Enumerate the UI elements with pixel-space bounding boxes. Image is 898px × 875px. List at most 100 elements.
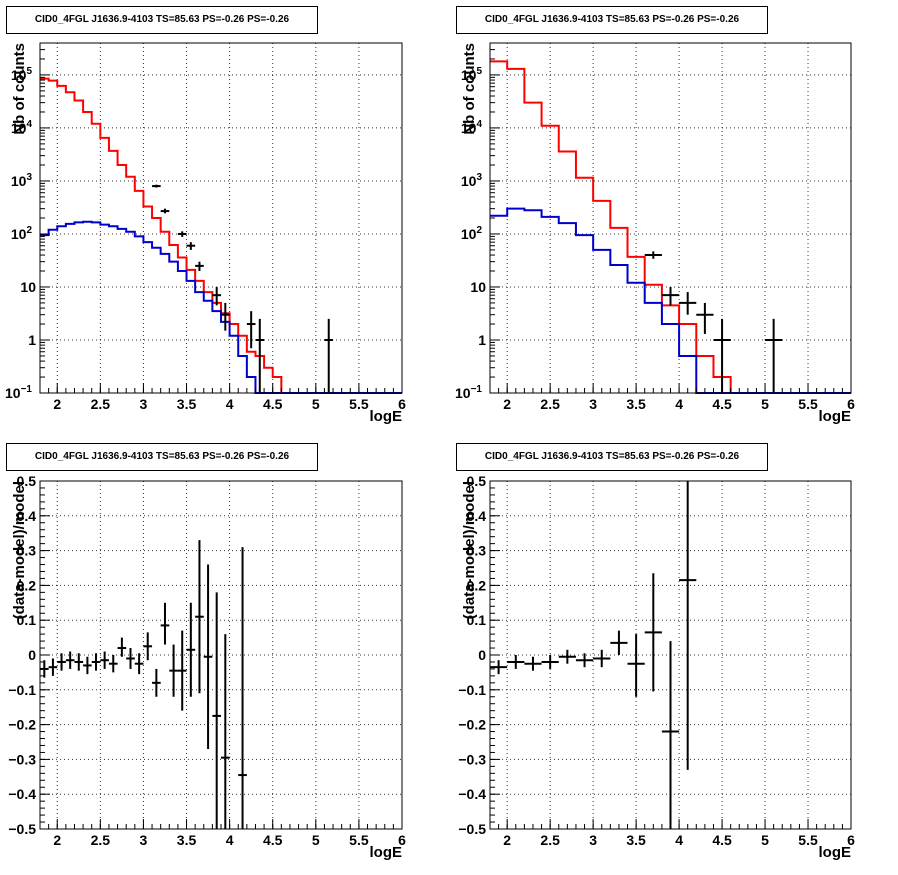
panel-3-data-point-12 [134,653,144,675]
panel-1-x-tick-label-3: 3.5 [177,396,197,412]
panel-3-x-tick-label-3: 3.5 [177,832,197,848]
panel-2-x-tick-label-8: 6 [847,396,855,412]
panel-3-x-tick-label-0: 2 [53,832,61,848]
panel-4-x-tick-label-5: 4.5 [712,832,732,848]
panel-4-plot: 2 2.5 3 3.5 4 4.5 5 5.5 6 −0.5 −0.4 −0.3 −0.2 −0.1 0 0.… [458,473,855,861]
panel-3-y-tick-label-9: 0.4 [17,508,37,524]
panel-3-y-tick-label-0: −0.5 [8,821,36,837]
panel-2-data-point-3 [679,292,697,315]
panel-4-data-point-10 [644,573,662,692]
panel-4-y-tick-label-2: −0.3 [458,751,486,767]
panel-1-data-point-4 [186,242,196,250]
panel-1-x-axis-title: logE [370,408,403,425]
panel-2-data-point-1 [644,251,662,259]
panel-2-series-background-line [490,207,851,394]
panel-4-title: CID0_4FGL J1636.9-4103 TS=85.63 PS=-0.26… [456,443,768,471]
panel-4-y-tick-label-7: 0.2 [467,577,487,593]
panel-3-data-point-11 [126,648,135,669]
panel-1-x-tick-label-2: 3 [140,396,148,412]
panel-4-y-tick-label-1: −0.4 [458,786,486,802]
panel-3-data-point-23 [238,547,247,829]
panel-3-x-tick-label-6: 5 [312,832,320,848]
panel-4-x-tick-label-8: 6 [847,832,855,848]
panel-4-y-axis-title: (data-model)/model [461,481,478,619]
panel-2-y-tick-label-1: 1 [478,332,486,348]
panel-2-x-tick-label-6: 5 [761,396,769,412]
panel-3-data-point-21 [212,592,221,829]
panel-3-y-tick-label-10: 0.5 [17,473,37,489]
panel-3-data-point-4 [65,651,75,669]
panel-3-x-tick-label-2: 3 [140,832,148,848]
panel-4-y-tick-label-4: −0.1 [458,682,486,698]
panel-3-data-point-18 [186,602,196,697]
panel-2-data-point-5 [713,318,731,393]
panel-1-x-tick-label-4: 4 [226,396,234,412]
panel-2-data-point-2 [661,286,680,306]
panel-1-data-point-1 [152,184,161,188]
panel-3-data-point-3 [57,653,66,671]
panel-2-data-point-4 [696,302,714,334]
panel-1-data-point-2 [160,208,170,214]
panel-1-x-tick-label-1: 2.5 [91,396,111,412]
panel-4-y-tick-label-8: 0.3 [467,543,487,559]
panel-1-data-point-8 [246,311,256,349]
panel-3-y-tick-label-2: −0.3 [8,751,36,767]
panel-3-data-point-15 [160,602,170,645]
panel-4-x-tick-label-6: 5 [761,832,769,848]
panel-1-data-point-3 [177,231,187,237]
panel-3-y-tick-label-4: −0.1 [8,682,36,698]
panel-4-y-tick-label-3: −0.2 [458,717,486,733]
panel-4-x-tick-label-1: 2.5 [540,832,560,848]
panel-4-y-tick-label-6: 0.1 [467,612,487,628]
panel-2-x-tick-label-1: 2.5 [540,396,560,412]
panel-1-data-point-10 [324,318,334,393]
panel-1-x-tick-label-8: 6 [398,396,406,412]
panel-3-data-point-16 [169,644,178,697]
panel-2-x-tick-label-5: 4.5 [712,396,732,412]
panel-4-y-tick-label-0: −0.5 [458,821,486,837]
panel-2-x-axis-title: logE [819,408,852,425]
panel-4-y-tick-label-9: 0.4 [467,508,487,524]
panel-2-x-tick-label-3: 3.5 [626,396,646,412]
panel-3-x-tick-label-4: 4 [226,832,234,848]
panel-2-y-tick-label-5: 104 [461,119,483,136]
panel-3-x-tick-label-5: 4.5 [263,832,283,848]
panel-3-data-point-19 [195,540,204,694]
panel-1-series-model-line [40,77,402,394]
panel-1-frame [39,42,403,394]
panel-3-x-tick-label-8: 6 [398,832,406,848]
panel-4-data-point-3 [524,656,542,671]
panel-4-x-tick-label-7: 5.5 [798,832,818,848]
panel-4-data-point-6 [575,653,594,668]
panel-1-x-tick-label-6: 5 [312,396,320,412]
panel-1-y-tick-label-4: 103 [11,172,33,189]
panel-1-series-background-line [40,220,402,394]
panel-4-x-tick-label-3: 3.5 [626,832,646,848]
panel-1-data-point-5 [195,261,204,272]
panel-4-data-point-5 [558,649,576,664]
panel-3-data-point-6 [83,656,92,675]
panel-3-data-point-14 [152,668,161,697]
panel-1-y-axis-title: Nb of counts [11,43,28,135]
panel-1-data-point-6 [212,286,221,306]
panel-4-x-tick-label-4: 4 [675,832,683,848]
panel-3-y-tick-label-7: 0.2 [17,577,37,593]
panel-3-plot: 2 2.5 3 3.5 4 4.5 5 5.5 6 −0.5 −0.4 −0.3 −0.2 −0.1 0 0.… [8,473,406,861]
panel-3-title: CID0_4FGL J1636.9-4103 TS=85.63 PS=-0.26… [6,443,318,471]
panel-3-x-axis-title: logE [370,844,403,861]
panel-1-y-tick-label-0: 10−1 [5,384,32,401]
panel-2-y-axis-title: Nb of counts [461,43,478,135]
panel-1-x-tick-label-7: 5.5 [349,396,369,412]
panel-3-y-tick-label-1: −0.4 [8,786,36,802]
panel-3-data-point-10 [117,637,127,657]
panel-2-title: CID0_4FGL J1636.9-4103 TS=85.63 PS=-0.26… [456,6,768,34]
panel-2-y-tick-label-4: 103 [461,172,483,189]
panel-3-data-point-5 [74,653,84,671]
panel-3-y-tick-label-6: 0.1 [17,612,37,628]
panel-2-x-tick-label-7: 5.5 [798,396,818,412]
panel-1-data-point-9 [255,318,265,393]
panel-3-data-point-2 [48,658,58,676]
panel-1-data-point-7 [221,302,230,331]
panel-2-frame [489,42,852,394]
